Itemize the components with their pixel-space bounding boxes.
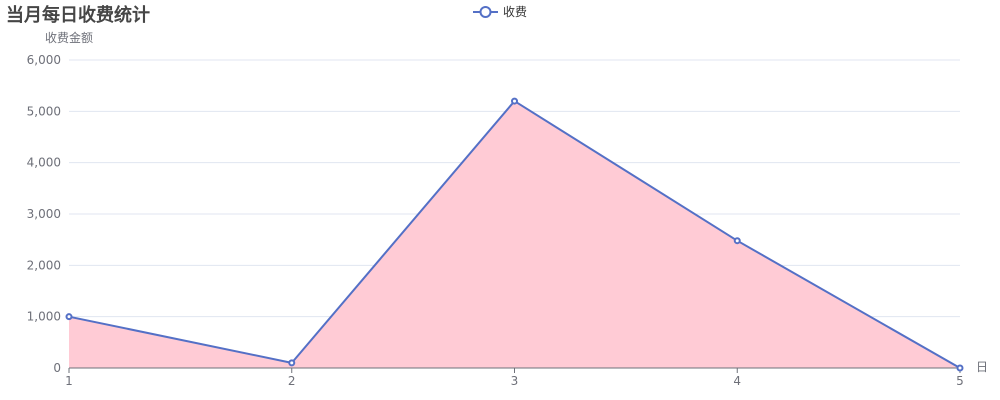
x-tick-label: 1 <box>65 374 73 388</box>
x-tick-label: 5 <box>956 374 964 388</box>
legend[interactable]: 收费 <box>473 5 527 19</box>
y-axis-title: 收费金额 <box>45 30 93 45</box>
x-tick-label: 4 <box>733 374 741 388</box>
area-layer <box>69 101 960 369</box>
series-area <box>69 101 960 369</box>
legend-circle-icon <box>479 6 492 18</box>
data-point-2[interactable] <box>288 359 296 367</box>
data-point-5[interactable] <box>956 364 964 372</box>
point-layer <box>65 97 964 372</box>
axes <box>68 367 961 373</box>
legend-label: 收费 <box>503 5 527 19</box>
chart-title: 当月每日收费统计 <box>6 4 150 26</box>
y-tick-label: 2,000 <box>27 258 61 272</box>
y-tick-label: 1,000 <box>27 310 61 324</box>
label-layer: 0 1,000 2,000 3,000 4,000 5,000 6,000 1 2 3 4 5 <box>27 53 964 388</box>
data-point-1[interactable] <box>65 313 73 321</box>
y-tick-label: 4,000 <box>27 156 61 170</box>
data-point-4[interactable] <box>733 237 741 245</box>
x-axis-title: 日 <box>976 360 988 374</box>
y-tick-label: 3,000 <box>27 207 61 221</box>
y-tick-label: 6,000 <box>27 53 61 67</box>
y-tick-label: 5,000 <box>27 104 61 118</box>
x-tick-label: 3 <box>511 374 519 388</box>
y-tick-label: 0 <box>53 361 61 375</box>
x-tick-label: 2 <box>288 374 296 388</box>
data-point-3[interactable] <box>511 97 518 105</box>
